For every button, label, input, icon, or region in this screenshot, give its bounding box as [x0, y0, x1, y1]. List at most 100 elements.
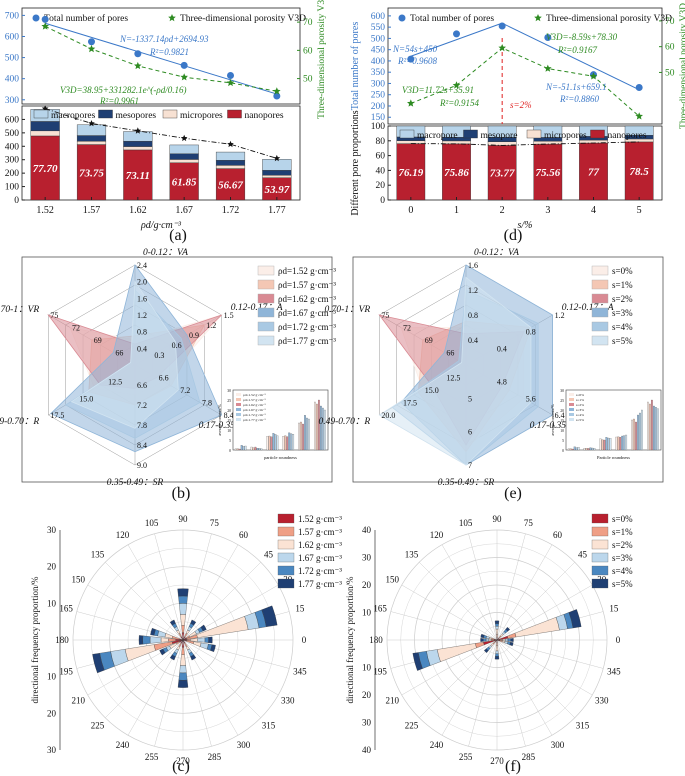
legend-label: ρd=1.67 g·cm⁻³: [278, 308, 336, 318]
pore-count-point: [453, 30, 460, 38]
top-y-tick-label: 250: [371, 91, 386, 101]
inset-legend-label: ρd=1.67 g·cm⁻³: [243, 408, 266, 412]
rose-segment: [485, 638, 489, 642]
angle-label: 345: [607, 666, 621, 676]
polar-spoke: [496, 533, 526, 641]
radar-tick-label: 4.8: [497, 378, 507, 387]
radar-tick-label: 7.2: [137, 401, 147, 410]
legend-label: Total number of pores: [410, 13, 494, 24]
bottom-y-tick-label: 500: [5, 129, 20, 139]
bar-segment-micro: [396, 140, 426, 144]
inset-bar: [652, 405, 655, 451]
inset-bar: [591, 447, 594, 451]
inset-bar: [573, 446, 576, 451]
inset-bar: [270, 436, 273, 451]
radar-axis-label: 0.12-0.17：A: [562, 303, 614, 313]
bottom-y-tick-label: 0: [14, 196, 19, 206]
legend-label: s=0%: [612, 266, 633, 276]
top-y-tick-label: 450: [371, 46, 386, 56]
legend-swatch: [277, 539, 295, 550]
top-frame: [21, 7, 301, 105]
porosity-point: [226, 78, 235, 87]
inset-bar: [308, 418, 310, 451]
angle-label: 15: [295, 604, 305, 614]
rose-segment: [502, 638, 506, 642]
angle-label: 315: [262, 721, 276, 731]
angle-label: 90: [493, 514, 503, 524]
fit-annotation: N=-51.1s+659.1: [545, 82, 607, 92]
radar-axis-label: 0.70-1：VR: [325, 305, 371, 315]
bar-segment-nano: [169, 162, 199, 201]
bar-segment-nano: [487, 145, 517, 201]
bar-segment-meso: [76, 135, 107, 142]
bar-segment-nano: [396, 143, 426, 201]
angle-label: 180: [369, 635, 383, 645]
rose-segment: [159, 648, 166, 656]
radar-tick-label: 1.6: [137, 294, 147, 303]
legend-swatch: [277, 513, 295, 524]
inset-legend-label: ρd=1.72 g·cm⁻³: [243, 413, 266, 417]
angle-label: 135: [91, 549, 105, 559]
legend-swatch: [590, 129, 605, 139]
bar-segment-micro: [169, 159, 199, 164]
top-y-tick-label: 400: [371, 57, 386, 67]
polar-spoke: [496, 639, 526, 747]
bottom-y-tick-label: 200: [5, 169, 20, 179]
bottom-y-tick-label: 100: [5, 183, 20, 193]
inset-bar: [605, 437, 608, 451]
angle-label: 45: [578, 549, 588, 559]
inset-y-tick-label: 15: [560, 419, 564, 423]
top-y-tick-label: 400: [5, 75, 20, 85]
inset-bar: [272, 433, 275, 451]
right-y-tick-label: 70: [665, 17, 675, 27]
rose-segment: [142, 635, 151, 645]
polar-spoke: [496, 544, 553, 641]
radar-tick-label: 15.0: [79, 394, 93, 403]
inset-bar: [575, 447, 578, 451]
bottom-y-tick-label: 60: [376, 152, 386, 162]
radar-tick-label: 7.2: [180, 386, 190, 395]
total-trend-point: [227, 140, 234, 148]
panel-frame: [352, 256, 664, 483]
bar-segment-macro: [169, 144, 199, 155]
top-y-tick-label: 300: [371, 79, 386, 89]
polar-spoke: [419, 562, 498, 641]
legend-label: s=4%: [612, 566, 633, 576]
inset-bar: [290, 433, 293, 451]
top-y-axis-title: Total number of pores: [350, 22, 361, 111]
nanopore-value-label: 78.5: [630, 166, 650, 178]
inset-bar: [302, 423, 304, 451]
legend-label: s=3%: [612, 308, 633, 318]
radar-tick-label: 0.6: [172, 341, 182, 350]
rose-segment: [169, 619, 176, 626]
radar-tick-label: 1.2: [468, 286, 478, 295]
polar-spoke: [441, 544, 498, 641]
radar-tick-label: 12.5: [108, 378, 122, 387]
bottom-y-tick-label: 80: [376, 137, 386, 147]
trend-line: [410, 22, 503, 57]
legend-swatch: [399, 129, 415, 139]
legend-label: Three-dimensional porosity V3D: [546, 14, 672, 24]
inset-legend-label: s=2%: [576, 403, 584, 407]
panel-e: 0.4 0.8 1.2 1.6 0.4 0.8 1.2 4.8 5.6 6.4 5 6 7 12.5 15.…: [318, 248, 664, 488]
radial-axis-title: directional frequency proportion/%: [30, 576, 40, 703]
fit-annotation: R²=0.9961: [99, 96, 139, 106]
right-y-tick-label: 60: [303, 46, 313, 56]
angle-label: 270: [490, 756, 504, 766]
radar-tick-label: 7: [468, 461, 472, 470]
angle-label: 345: [293, 666, 307, 676]
bar-segment-nano: [624, 141, 654, 201]
inset-bar: [589, 447, 592, 451]
nanopore-value-label: 77.70: [33, 163, 58, 175]
bar-segment-meso: [262, 170, 292, 176]
radial-axis-title: directional frequency proportion/%: [345, 576, 355, 703]
fit-annotation: V3D=-8.59s+78.30: [546, 32, 618, 42]
rose-segment: [496, 634, 498, 638]
inset-bar: [649, 403, 651, 451]
inset-bar: [633, 418, 635, 451]
rose-segment: [208, 636, 213, 644]
radar-axis-label: 0.35-0.49：SR: [107, 478, 164, 488]
polar-spoke: [182, 639, 261, 718]
porosity-point: [407, 99, 415, 107]
radar-tick-label: 8.4: [137, 441, 147, 450]
